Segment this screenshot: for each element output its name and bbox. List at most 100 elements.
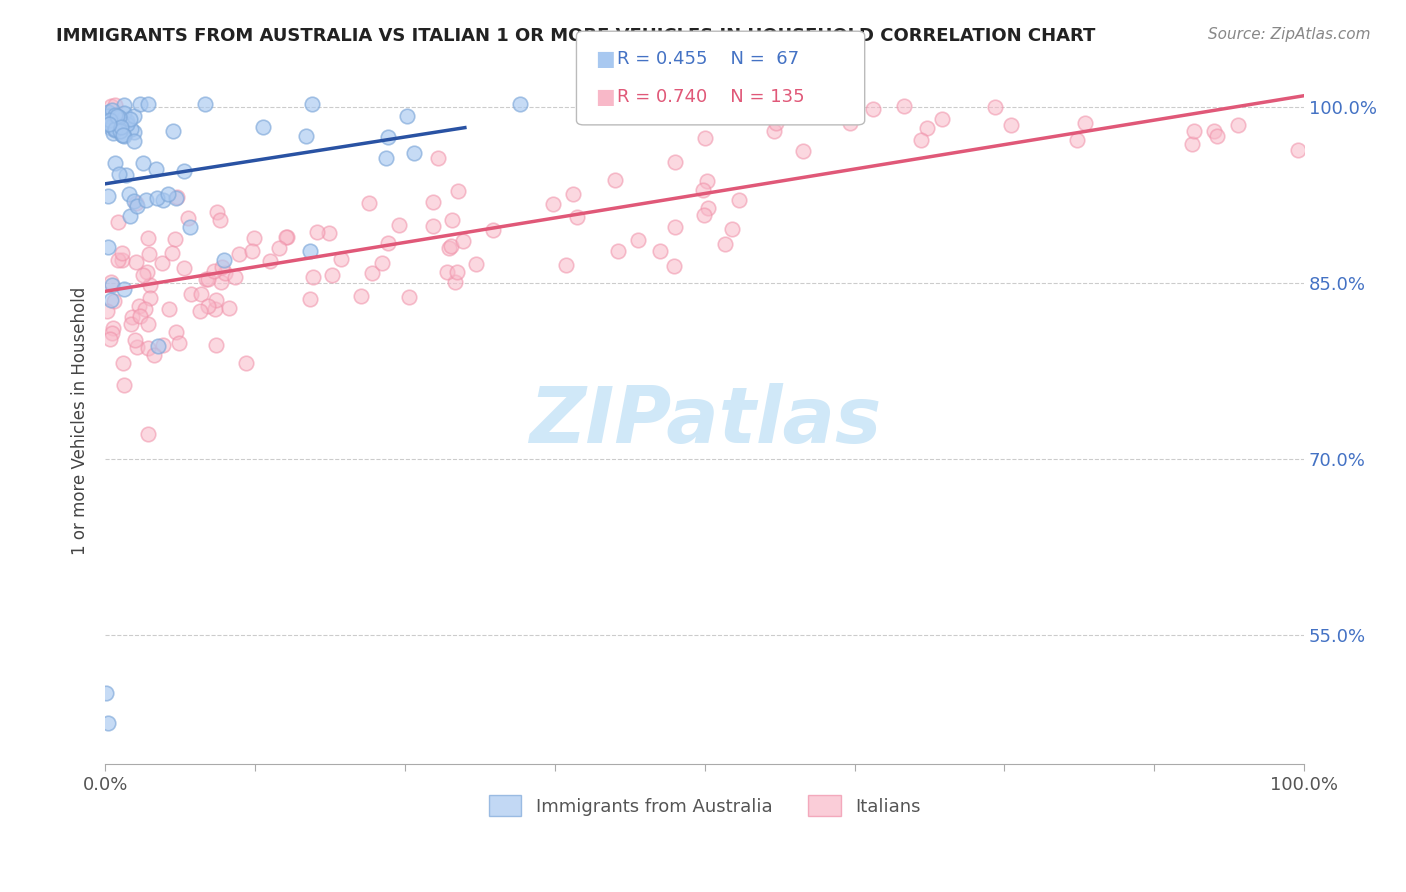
Point [662, 259, 685, 273]
Point [112, 98, 135, 112]
Point [105, 109, 128, 123]
Point [124, 109, 146, 123]
Point [100, 112, 122, 127]
Point [509, 97, 531, 112]
Point [567, 210, 589, 224]
Point [692, 184, 714, 198]
Point [398, 290, 420, 304]
Point [112, 282, 135, 296]
Point [111, 253, 134, 268]
Point [321, 268, 343, 282]
Point [274, 230, 297, 244]
Point [1286, 143, 1309, 157]
Point [818, 103, 841, 117]
Point [361, 266, 384, 280]
Point [375, 152, 398, 166]
Point [100, 121, 122, 136]
Point [121, 310, 143, 324]
Point [115, 118, 138, 132]
Point [696, 173, 718, 187]
Point [693, 208, 716, 222]
Point [693, 131, 716, 145]
Point [165, 325, 187, 339]
Point [104, 122, 127, 136]
Point [720, 221, 742, 235]
Point [163, 232, 186, 246]
Point [422, 195, 444, 210]
Point [893, 99, 915, 113]
Point [792, 145, 814, 159]
Point [108, 123, 131, 137]
Point [120, 121, 142, 136]
Point [125, 196, 148, 211]
Point [436, 265, 458, 279]
Point [132, 156, 155, 170]
Point [451, 234, 474, 248]
Point [762, 124, 785, 138]
Point [915, 120, 938, 135]
Point [427, 151, 450, 165]
Point [1206, 129, 1229, 144]
Point [561, 187, 583, 202]
Point [134, 301, 156, 316]
Point [1000, 118, 1022, 132]
Point [122, 124, 145, 138]
Point [388, 219, 411, 233]
Point [218, 301, 240, 315]
Point [167, 335, 190, 350]
Point [862, 103, 884, 117]
Point [136, 265, 159, 279]
Point [180, 286, 202, 301]
Point [482, 223, 505, 237]
Point [104, 98, 127, 112]
Point [103, 294, 125, 309]
Point [243, 231, 266, 245]
Point [138, 231, 160, 245]
Point [156, 186, 179, 201]
Point [307, 225, 329, 239]
Point [136, 317, 159, 331]
Point [202, 264, 225, 278]
Point [142, 348, 165, 362]
Point [112, 120, 135, 135]
Point [194, 272, 217, 286]
Point [252, 120, 274, 135]
Point [96, 686, 118, 700]
Point [105, 112, 128, 127]
Point [115, 168, 138, 182]
Point [910, 133, 932, 147]
Point [100, 103, 122, 117]
Point [107, 253, 129, 268]
Point [120, 112, 142, 127]
Point [145, 161, 167, 176]
Point [152, 338, 174, 352]
Point [128, 299, 150, 313]
Point [157, 302, 180, 317]
Point [765, 116, 787, 130]
Point [931, 112, 953, 127]
Point [138, 291, 160, 305]
Point [139, 278, 162, 293]
Point [100, 98, 122, 112]
Point [146, 191, 169, 205]
Point [330, 252, 353, 266]
Point [212, 253, 235, 268]
Point [984, 100, 1007, 114]
Point [555, 258, 578, 272]
Point [129, 97, 152, 112]
Point [190, 287, 212, 301]
Point [541, 197, 564, 211]
Point [298, 244, 321, 258]
Point [98, 117, 121, 131]
Point [446, 265, 468, 279]
Point [269, 241, 291, 255]
Point [100, 119, 122, 133]
Point [108, 111, 131, 125]
Point [96, 303, 118, 318]
Point [377, 236, 399, 251]
Point [713, 237, 735, 252]
Text: ■: ■ [595, 49, 614, 70]
Text: R = 0.455    N =  67: R = 0.455 N = 67 [617, 51, 800, 69]
Point [122, 135, 145, 149]
Point [440, 212, 463, 227]
